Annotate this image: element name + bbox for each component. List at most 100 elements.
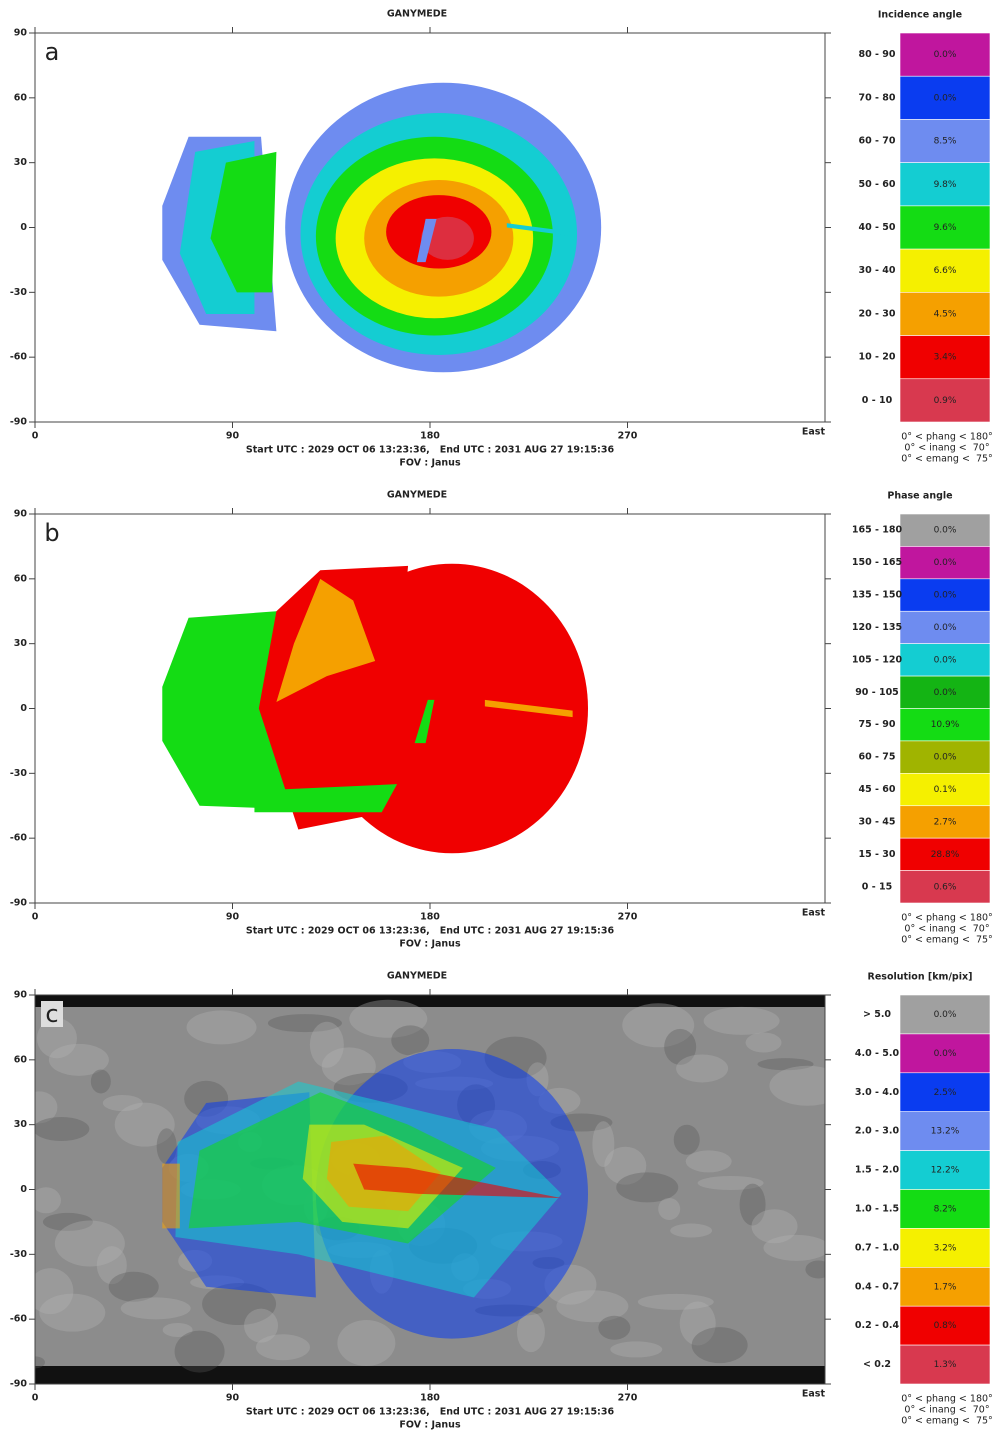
legend-range: 50 - 60 bbox=[859, 179, 896, 190]
legend-value: 0.0% bbox=[934, 558, 957, 568]
map-texture bbox=[96, 1246, 127, 1285]
time-range: Start UTC : 2029 OCT 06 13:23:36, End UT… bbox=[246, 926, 615, 937]
x-axis-label: East bbox=[802, 427, 826, 438]
map-texture bbox=[745, 1032, 782, 1053]
x-tick-label: 0 bbox=[32, 1393, 39, 1404]
map-texture bbox=[90, 1069, 111, 1094]
legend-value: 0.0% bbox=[934, 1049, 957, 1059]
x-tick-label: 270 bbox=[618, 431, 638, 442]
map-texture bbox=[174, 1330, 225, 1373]
legend-value: 0.1% bbox=[934, 785, 957, 795]
panel-label: b bbox=[44, 519, 59, 547]
legend-value: 8.2% bbox=[934, 1204, 957, 1214]
y-tick-label: -30 bbox=[10, 287, 28, 298]
x-tick-label: 90 bbox=[226, 1393, 240, 1404]
legend-value: 12.2% bbox=[931, 1166, 960, 1176]
legend-range: 90 - 105 bbox=[855, 687, 899, 698]
panel-label: a bbox=[45, 38, 60, 66]
legend-box bbox=[899, 837, 991, 871]
map-texture bbox=[309, 1021, 344, 1068]
legend-range: 1.5 - 2.0 bbox=[855, 1165, 900, 1176]
y-tick-label: -90 bbox=[10, 417, 28, 428]
legend-note: 0° < emang < 75° bbox=[901, 454, 993, 465]
x-tick-label: 90 bbox=[226, 912, 240, 923]
coverage-region bbox=[276, 578, 376, 703]
legend-range: 120 - 135 bbox=[852, 622, 902, 633]
legend-value: 0.0% bbox=[934, 50, 957, 60]
map-texture bbox=[676, 1054, 729, 1083]
legend-range: > 5.0 bbox=[863, 1009, 891, 1020]
fov: FOV : Janus bbox=[399, 939, 461, 950]
legend-value: 1.3% bbox=[934, 1360, 957, 1370]
legend-note: 0° < inang < 70° bbox=[904, 443, 989, 454]
legend-value: 3.4% bbox=[934, 353, 957, 363]
coverage-region bbox=[258, 565, 409, 830]
legend-range: 20 - 30 bbox=[859, 308, 896, 319]
x-tick-label: 270 bbox=[618, 912, 638, 923]
map-area bbox=[35, 33, 825, 422]
legend-box bbox=[899, 205, 991, 250]
legend-range: 0.2 - 0.4 bbox=[855, 1320, 900, 1331]
legend-range: 75 - 90 bbox=[859, 719, 896, 730]
legend-box bbox=[899, 1072, 991, 1113]
legend-note: 0° < inang < 70° bbox=[904, 924, 989, 935]
map-texture bbox=[42, 1212, 93, 1231]
legend-box bbox=[899, 740, 991, 774]
legend-note: 0° < inang < 70° bbox=[904, 1405, 989, 1416]
legend-value: 10.9% bbox=[931, 720, 960, 730]
coverage-region bbox=[414, 699, 435, 744]
legend-box bbox=[899, 1111, 991, 1151]
map-texture bbox=[670, 1223, 713, 1238]
panel-label: c bbox=[45, 1000, 58, 1028]
legend-value: 8.5% bbox=[934, 137, 957, 147]
time-range: Start UTC : 2029 OCT 06 13:23:36, End UT… bbox=[246, 445, 615, 456]
map-texture bbox=[757, 1058, 814, 1071]
legend-box bbox=[899, 1228, 991, 1268]
legend-note: 0° < emang < 75° bbox=[901, 1416, 993, 1427]
map-texture bbox=[114, 1102, 175, 1147]
y-tick-label: -60 bbox=[10, 1314, 28, 1325]
coverage-region bbox=[254, 784, 398, 813]
map-texture bbox=[751, 1209, 798, 1244]
map-texture bbox=[516, 1312, 545, 1353]
legend-box bbox=[899, 708, 991, 742]
map-area bbox=[35, 995, 825, 1384]
legend-value: 0.0% bbox=[934, 93, 957, 103]
y-tick-label: -90 bbox=[10, 1379, 28, 1390]
legend-value: 0.0% bbox=[934, 591, 957, 601]
map-texture bbox=[697, 1176, 764, 1191]
legend-range: 0.7 - 1.0 bbox=[855, 1242, 900, 1253]
legend-note: 0° < phang < 180° bbox=[901, 913, 993, 924]
legend-box bbox=[899, 32, 991, 77]
y-tick-label: 90 bbox=[14, 990, 28, 1001]
map-texture bbox=[616, 1172, 679, 1203]
panel-label-box bbox=[41, 1001, 63, 1027]
map-strip bbox=[35, 1366, 825, 1384]
legend-value: 0.0% bbox=[934, 753, 957, 763]
y-tick-label: 60 bbox=[14, 92, 28, 103]
coverage-region bbox=[353, 1163, 562, 1199]
legend-value: 2.7% bbox=[934, 817, 957, 827]
map-texture bbox=[337, 1319, 396, 1366]
legend-box bbox=[899, 335, 991, 380]
map-texture bbox=[769, 1065, 825, 1106]
legend-value: 28.8% bbox=[931, 850, 960, 860]
map-texture bbox=[349, 999, 428, 1038]
legend-value: 0.8% bbox=[934, 1321, 957, 1331]
legend-value: 0.0% bbox=[934, 623, 957, 633]
legend-box bbox=[899, 546, 991, 580]
map-texture bbox=[556, 1290, 629, 1323]
legend-value: 0.0% bbox=[934, 688, 957, 698]
map-texture bbox=[39, 1293, 106, 1332]
legend-box bbox=[899, 1189, 991, 1229]
x-tick-label: 0 bbox=[32, 431, 39, 442]
panel: GANYMEDE c 0 90 180 270 90 60 30 0 -30 -60 -90 East St… bbox=[10, 971, 993, 1431]
map-area bbox=[35, 514, 825, 903]
y-tick-label: -30 bbox=[10, 768, 28, 779]
y-tick-label: 0 bbox=[20, 222, 27, 233]
y-tick-label: 90 bbox=[14, 28, 28, 39]
map-strip bbox=[35, 995, 825, 1007]
legend-range: 0.4 - 0.7 bbox=[855, 1281, 899, 1292]
panel: GANYMEDE b 0 90 180 270 90 60 30 0 -30 -60 -90 East St… bbox=[10, 490, 993, 950]
map-texture bbox=[685, 1150, 732, 1173]
